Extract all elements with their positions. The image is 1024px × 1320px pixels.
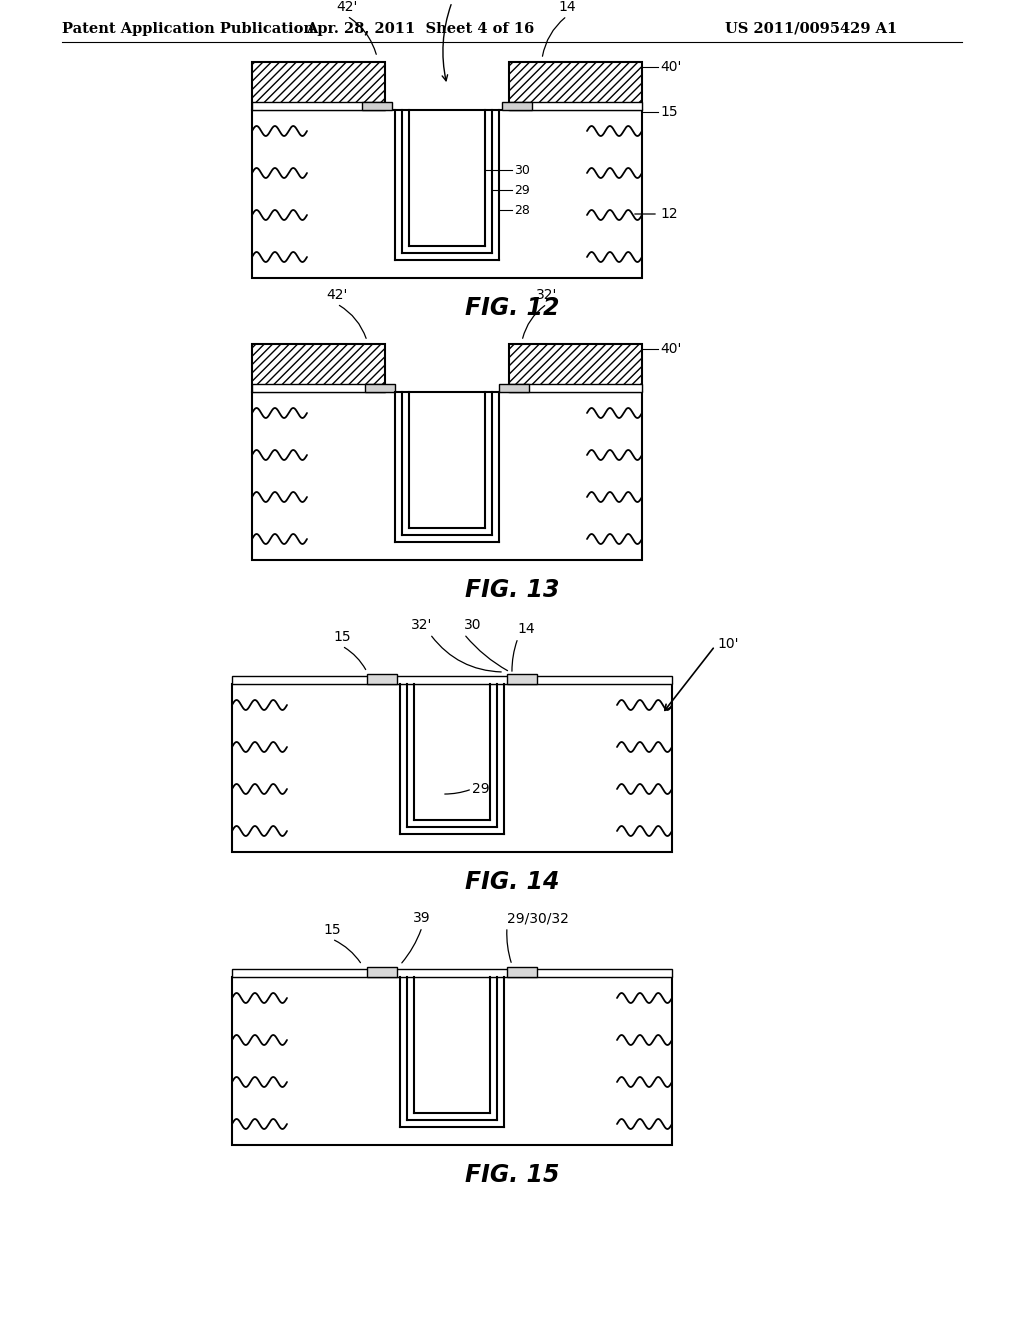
Text: 14: 14 bbox=[517, 622, 535, 636]
Text: 42': 42' bbox=[336, 0, 357, 15]
Bar bbox=[232, 684, 672, 851]
Text: FIG. 13: FIG. 13 bbox=[465, 578, 559, 602]
Text: FIG. 15: FIG. 15 bbox=[465, 1163, 559, 1187]
Text: 40': 40' bbox=[660, 342, 681, 356]
Text: FIG. 12: FIG. 12 bbox=[465, 296, 559, 319]
Bar bbox=[502, 102, 532, 110]
Bar bbox=[362, 102, 392, 110]
Text: 32': 32' bbox=[411, 618, 432, 632]
Bar bbox=[252, 384, 385, 392]
Text: 30: 30 bbox=[514, 164, 529, 177]
Bar bbox=[367, 675, 397, 684]
Bar bbox=[252, 345, 385, 392]
Text: 28: 28 bbox=[514, 203, 529, 216]
Bar bbox=[232, 969, 672, 977]
Bar bbox=[252, 102, 385, 110]
Text: 29: 29 bbox=[514, 183, 529, 197]
Bar bbox=[507, 968, 537, 977]
Bar bbox=[232, 977, 672, 1144]
Text: Patent Application Publication: Patent Application Publication bbox=[62, 22, 314, 36]
Text: 39: 39 bbox=[414, 911, 431, 925]
Text: FIG. 14: FIG. 14 bbox=[465, 870, 559, 894]
Text: 29/30/32: 29/30/32 bbox=[507, 911, 569, 925]
Bar bbox=[365, 384, 395, 392]
Text: 15: 15 bbox=[333, 630, 351, 644]
Bar bbox=[367, 968, 397, 977]
Bar bbox=[232, 676, 672, 684]
Bar bbox=[507, 675, 537, 684]
Text: 42': 42' bbox=[327, 288, 348, 302]
Text: 40': 40' bbox=[660, 59, 681, 74]
Text: 30: 30 bbox=[464, 618, 481, 632]
Text: 15: 15 bbox=[660, 106, 678, 119]
Bar bbox=[499, 384, 529, 392]
Text: 32': 32' bbox=[537, 288, 558, 302]
Bar bbox=[252, 62, 385, 110]
Text: 10': 10' bbox=[717, 638, 738, 651]
Text: US 2011/0095429 A1: US 2011/0095429 A1 bbox=[725, 22, 897, 36]
Text: 29: 29 bbox=[472, 781, 489, 796]
Text: 14: 14 bbox=[558, 0, 575, 15]
Bar bbox=[509, 102, 642, 110]
Bar bbox=[509, 384, 642, 392]
Text: Apr. 28, 2011  Sheet 4 of 16: Apr. 28, 2011 Sheet 4 of 16 bbox=[306, 22, 535, 36]
Text: 12: 12 bbox=[660, 207, 678, 220]
Bar bbox=[509, 345, 642, 392]
Bar bbox=[509, 62, 642, 110]
Bar bbox=[252, 392, 642, 560]
Text: 15: 15 bbox=[324, 923, 341, 937]
Bar bbox=[252, 110, 642, 279]
